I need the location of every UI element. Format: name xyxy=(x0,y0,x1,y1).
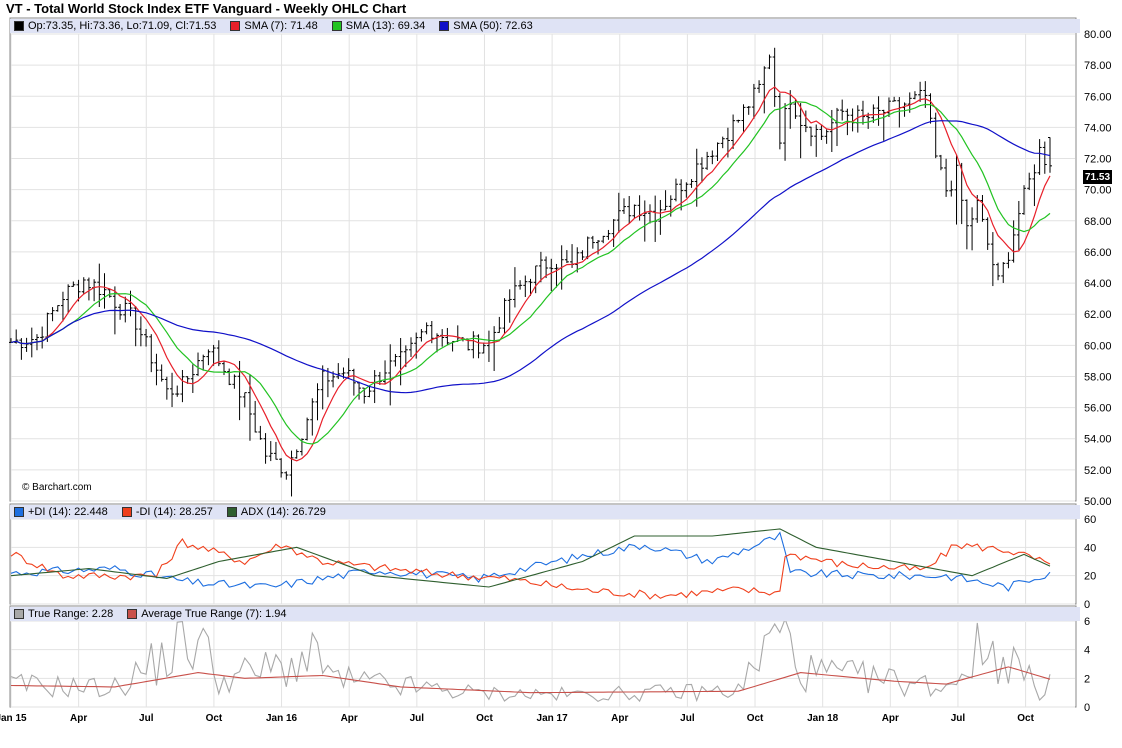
legend-entry-price-0: Op:73.35, Hi:73.36, Lo:71.09, Cl:71.53 xyxy=(14,20,216,32)
panel-frame-0 xyxy=(9,17,1077,502)
x-tick-label: Jan 17 xyxy=(537,713,569,724)
y-tick-label: 76.00 xyxy=(1084,91,1112,103)
y-tick-label: 20 xyxy=(1084,571,1096,583)
x-tick-label: Oct xyxy=(747,713,764,724)
y-tick-label: 0 xyxy=(1084,702,1090,714)
last-price-tag: 71.53 xyxy=(1083,170,1112,184)
y-tick-label: 78.00 xyxy=(1084,60,1112,72)
legend-entry-dmi-1: -DI (14): 28.257 xyxy=(121,506,213,518)
y-tick-label: 66.00 xyxy=(1084,247,1112,259)
legend-swatch xyxy=(14,21,24,31)
y-tick-label: 40 xyxy=(1084,542,1096,554)
legend-label: -DI (14): 28.257 xyxy=(135,506,213,518)
y-tick-label: 52.00 xyxy=(1084,465,1112,477)
y-tick-label: 64.00 xyxy=(1084,278,1112,290)
x-tick-label: Oct xyxy=(206,713,223,724)
legend-label: SMA (50): 72.63 xyxy=(453,20,533,32)
x-tick-label: Jul xyxy=(410,713,425,724)
x-tick-label: Jan 15 xyxy=(0,713,27,724)
legend-label: Op:73.35, Hi:73.36, Lo:71.09, Cl:71.53 xyxy=(28,20,217,32)
x-tick-label: Oct xyxy=(476,713,493,724)
x-tick-label: Jul xyxy=(951,713,966,724)
legend-entry-price-2: SMA (13): 69.34 xyxy=(331,20,426,32)
y-tick-label: 58.00 xyxy=(1084,371,1112,383)
y-tick-label: 2 xyxy=(1084,673,1090,685)
y-tick-label: 0 xyxy=(1084,599,1090,611)
y-tick-label: 6 xyxy=(1084,616,1090,628)
legend-entry-dmi-2: ADX (14): 26.729 xyxy=(226,506,326,518)
legend-swatch xyxy=(127,609,138,619)
y-tick-label: 70.00 xyxy=(1084,185,1112,197)
y-tick-label: 80.00 xyxy=(1084,29,1112,41)
x-tick-label: Apr xyxy=(882,713,899,724)
sma-7-line xyxy=(10,86,1051,462)
legend-label: SMA (7): 71.48 xyxy=(244,20,318,32)
legend-label: Average True Range (7): 1.94 xyxy=(141,608,287,620)
y-tick-label: 74.00 xyxy=(1084,122,1112,134)
legend-swatch xyxy=(439,21,450,31)
y-tick-label: 56.00 xyxy=(1084,403,1112,415)
y-tick-label: 62.00 xyxy=(1084,309,1112,321)
legend-label: SMA (13): 69.34 xyxy=(345,20,426,32)
minus-di-line xyxy=(10,538,1051,600)
legend-swatch xyxy=(230,21,241,31)
sma-50-line xyxy=(10,120,1051,394)
legend-swatch xyxy=(14,507,24,517)
legend-entry-dmi-0: +DI (14): 22.448 xyxy=(14,506,108,518)
y-tick-label: 60 xyxy=(1084,514,1096,526)
dmi-legend: +DI (14): 22.448 -DI (14): 28.257 ADX (14)… xyxy=(10,505,1080,519)
legend-label: ADX (14): 26.729 xyxy=(240,506,326,518)
x-tick-label: Jul xyxy=(680,713,695,724)
x-tick-label: Apr xyxy=(611,713,628,724)
adx-line xyxy=(10,528,1051,588)
true-range-line xyxy=(10,617,1051,703)
y-tick-label: 68.00 xyxy=(1084,216,1112,228)
price-legend: Op:73.35, Hi:73.36, Lo:71.09, Cl:71.53 SM… xyxy=(10,19,1080,33)
legend-label: +DI (14): 22.448 xyxy=(28,506,108,518)
x-tick-label: Jan 18 xyxy=(807,713,839,724)
x-tick-label: Apr xyxy=(70,713,87,724)
x-tick-label: Apr xyxy=(341,713,358,724)
y-tick-label: 54.00 xyxy=(1084,434,1112,446)
legend-swatch xyxy=(331,21,342,31)
x-tick-label: Jul xyxy=(139,713,154,724)
panel-frame-1 xyxy=(9,503,1077,605)
chart-title: VT - Total World Stock Index ETF Vanguar… xyxy=(6,1,407,16)
legend-label: True Range: 2.28 xyxy=(28,608,114,620)
legend-entry-price-1: SMA (7): 71.48 xyxy=(230,20,318,32)
legend-swatch xyxy=(14,609,24,619)
y-tick-label: 4 xyxy=(1084,645,1090,657)
x-tick-label: Jan 16 xyxy=(266,713,298,724)
legend-entry-range-1: Average True Range (7): 1.94 xyxy=(127,608,287,620)
range-legend: True Range: 2.28 Average True Range (7): … xyxy=(10,607,1080,621)
legend-swatch xyxy=(226,507,237,517)
barchart-credit: © Barchart.com xyxy=(22,482,92,493)
sma-13-line xyxy=(10,101,1051,445)
x-tick-label: Oct xyxy=(1017,713,1034,724)
plus-di-line xyxy=(10,531,1051,592)
y-tick-label: 50.00 xyxy=(1084,496,1112,508)
legend-swatch xyxy=(121,507,132,517)
atr-line xyxy=(10,666,1051,694)
y-tick-label: 60.00 xyxy=(1084,340,1112,352)
legend-entry-range-0: True Range: 2.28 xyxy=(14,608,113,620)
y-tick-label: 72.00 xyxy=(1084,154,1112,166)
legend-entry-price-3: SMA (50): 72.63 xyxy=(439,20,533,32)
